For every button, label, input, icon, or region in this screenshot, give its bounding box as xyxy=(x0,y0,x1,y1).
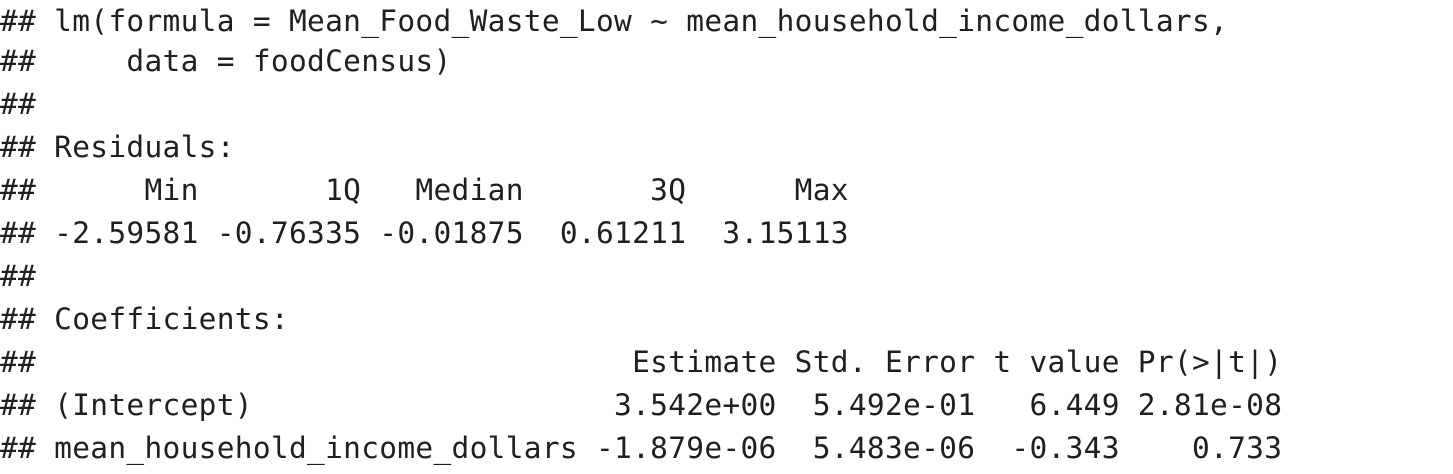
console-line-coefficients-header: ## Estimate Std. Error t value Pr(>|t|) xyxy=(0,341,1282,384)
console-line-residuals-heading: ## Residuals: xyxy=(0,126,235,169)
console-line-intercept-row: ## (Intercept) 3.542e+00 5.492e-01 6.449… xyxy=(0,384,1282,427)
console-line-residuals-header: ## Min 1Q Median 3Q Max xyxy=(0,169,849,212)
console-line-blank: ## xyxy=(0,83,36,126)
console-line-blank: ## xyxy=(0,255,36,298)
console-line-income-row: ## mean_household_income_dollars -1.879e… xyxy=(0,427,1282,470)
console-line-call-data: ## data = foodCensus) xyxy=(0,40,452,83)
console-line-residuals-values: ## -2.59581 -0.76335 -0.01875 0.61211 3.… xyxy=(0,212,849,255)
console-line-coefficients-heading: ## Coefficients: xyxy=(0,298,289,341)
console-line-call: ## lm(formula = Mean_Food_Waste_Low ~ me… xyxy=(0,0,1228,43)
